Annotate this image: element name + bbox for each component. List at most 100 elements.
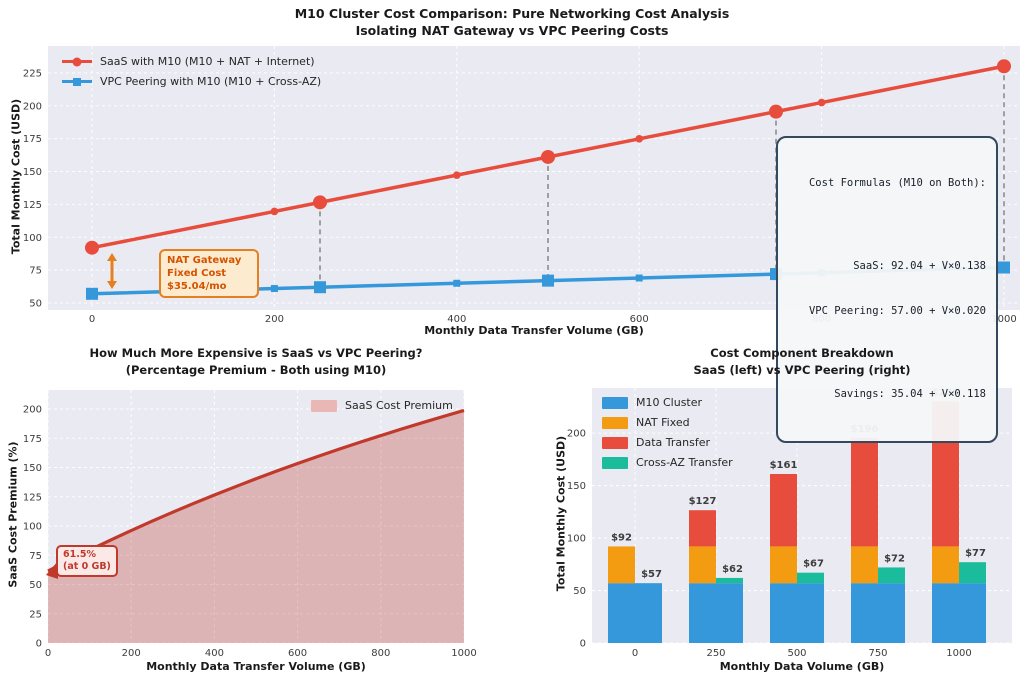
crossaz-patch-icon: [602, 456, 628, 469]
breakdown-xtick-label: 1000: [946, 648, 971, 659]
top-chart-xlabel: Monthly Data Transfer Volume (GB): [424, 324, 644, 337]
vpc-bar-crossaz: [959, 562, 986, 584]
figure-title-line1: M10 Cluster Cost Comparison: Pure Networ…: [294, 6, 730, 21]
nat-annotation-line2: Fixed Cost: [167, 268, 227, 279]
saas-marker: [769, 104, 783, 119]
formula-vpc: VPC Peering: 57.00 + V×0.020: [808, 305, 986, 317]
premium-ytick-label: 150: [23, 463, 42, 474]
legend-item-saas: SaaS with M10 (M10 + NAT + Internet): [62, 54, 321, 69]
premium-line: [47, 408, 465, 573]
vpc-marker: [998, 261, 1010, 274]
figure-title-line2: Isolating NAT Gateway vs VPC Peering Cos…: [355, 23, 669, 38]
saas-bar-m10: [689, 583, 716, 643]
premium-ytick-label: 0: [36, 639, 42, 650]
vpc-bar-m10: [716, 583, 743, 643]
premium-annotation-wedge: [46, 561, 58, 580]
legend-item-vpc: VPC Peering with M10 (M10 + Cross-AZ): [62, 74, 321, 89]
saas-bar-datatransfer: [689, 510, 716, 547]
vpc-total-label: $57: [641, 569, 662, 580]
breakdown-chart-title-line2: SaaS (left) vs VPC Peering (right): [693, 363, 911, 377]
breakdown-chart-xlabel: Monthly Data Volume (GB): [719, 660, 885, 673]
vpc-bar-m10: [635, 583, 662, 643]
top-ytick-label: 50: [29, 299, 42, 310]
legend-label-m10: M10 Cluster: [636, 396, 703, 409]
saas-bar-nat: [770, 546, 797, 584]
saas-line-icon: [62, 55, 92, 69]
premium-legend: SaaS Cost Premium: [311, 398, 453, 413]
premium-patch-icon: [311, 399, 337, 412]
top-xtick-label: 600: [630, 314, 649, 325]
saas-bar-datatransfer: [770, 474, 797, 547]
top-ytick-label: 225: [23, 68, 42, 79]
breakdown-legend: M10 Cluster NAT Fixed Data Transfer Cros…: [602, 395, 733, 470]
saas-marker: [453, 171, 461, 179]
legend-label-datatransfer: Data Transfer: [636, 436, 710, 449]
top-xtick-label: 400: [447, 314, 466, 325]
legend-label-saas: SaaS with M10 (M10 + NAT + Internet): [100, 55, 315, 68]
premium-ytick-label: 50: [29, 580, 42, 591]
top-ytick-label: 125: [23, 200, 42, 211]
vpc-marker: [314, 281, 326, 294]
saas-bar-m10: [851, 583, 878, 643]
premium-annotation: 61.5% (at 0 GB): [56, 545, 118, 577]
premium-xtick-label: 400: [205, 648, 224, 659]
saas-bar-nat: [851, 546, 878, 584]
top-ytick-label: 150: [23, 167, 42, 178]
vpc-bar-crossaz: [797, 572, 824, 584]
breakdown-xtick-label: 250: [706, 648, 725, 659]
top-ytick-label: 200: [23, 101, 42, 112]
m10-patch-icon: [602, 396, 628, 409]
premium-chart-xlabel: Monthly Data Transfer Volume (GB): [146, 660, 366, 673]
premium-ytick-label: 200: [23, 405, 42, 416]
premium-xtick-label: 1000: [451, 648, 476, 659]
vpc-total-label: $62: [722, 564, 743, 575]
vpc-bar-m10: [878, 583, 905, 643]
vpc-bar-m10: [959, 583, 986, 643]
premium-annotation-line1: 61.5%: [63, 549, 96, 560]
legend-label-premium: SaaS Cost Premium: [345, 399, 453, 412]
formula-saas: SaaS: 92.04 + V×0.138: [853, 260, 986, 272]
premium-annotation-line2: (at 0 GB): [63, 561, 111, 572]
nat-gap-arrowhead-bottom: [107, 281, 117, 289]
vpc-line-icon: [62, 75, 92, 89]
premium-ytick-label: 100: [23, 522, 42, 533]
vpc-total-label: $72: [884, 553, 905, 564]
breakdown-ytick-label: 100: [567, 534, 586, 545]
premium-xtick-label: 0: [45, 648, 51, 659]
saas-bar-m10: [932, 583, 959, 643]
saas-marker: [541, 149, 555, 164]
saas-bar-m10: [608, 583, 635, 643]
saas-total-label: $161: [770, 460, 798, 471]
formula-savings: Savings: 35.04 + V×0.118: [834, 388, 986, 400]
premium-chart-title-line2: (Percentage Premium - Both using M10): [125, 363, 387, 377]
legend-item-premium: SaaS Cost Premium: [311, 398, 453, 413]
breakdown-ytick-label: 200: [567, 429, 586, 440]
breakdown-ytick-label: 0: [580, 639, 586, 650]
legend-label-crossaz: Cross-AZ Transfer: [636, 456, 733, 469]
breakdown-chart-title-line1: Cost Component Breakdown: [710, 346, 894, 360]
nat-annotation-line3: $35.04/mo: [167, 281, 227, 292]
premium-ytick-label: 75: [29, 551, 42, 562]
saas-bar-nat: [932, 546, 959, 584]
line-chart-legend: SaaS with M10 (M10 + NAT + Internet) VPC…: [62, 54, 321, 89]
saas-bar-nat: [689, 546, 716, 584]
saas-bar-m10: [770, 583, 797, 643]
legend-item-datatransfer: Data Transfer: [602, 435, 733, 450]
top-xtick-label: 0: [89, 314, 95, 325]
legend-item-m10: M10 Cluster: [602, 395, 733, 410]
vpc-marker: [542, 274, 554, 287]
saas-marker: [85, 240, 99, 255]
premium-chart-title-line1: How Much More Expensive is SaaS vs VPC P…: [89, 346, 423, 360]
top-chart-ylabel: Total Monthly Cost (USD): [9, 98, 23, 255]
vpc-marker: [270, 285, 278, 293]
top-ytick-label: 75: [29, 266, 42, 277]
premium-ytick-label: 25: [29, 609, 42, 620]
vpc-bar-crossaz: [716, 577, 743, 584]
datatransfer-patch-icon: [602, 436, 628, 449]
vpc-bar-crossaz: [878, 567, 905, 584]
vpc-bar-m10: [797, 583, 824, 643]
saas-marker: [997, 59, 1011, 74]
breakdown-xtick-label: 750: [868, 648, 887, 659]
saas-total-label: $127: [689, 496, 717, 507]
